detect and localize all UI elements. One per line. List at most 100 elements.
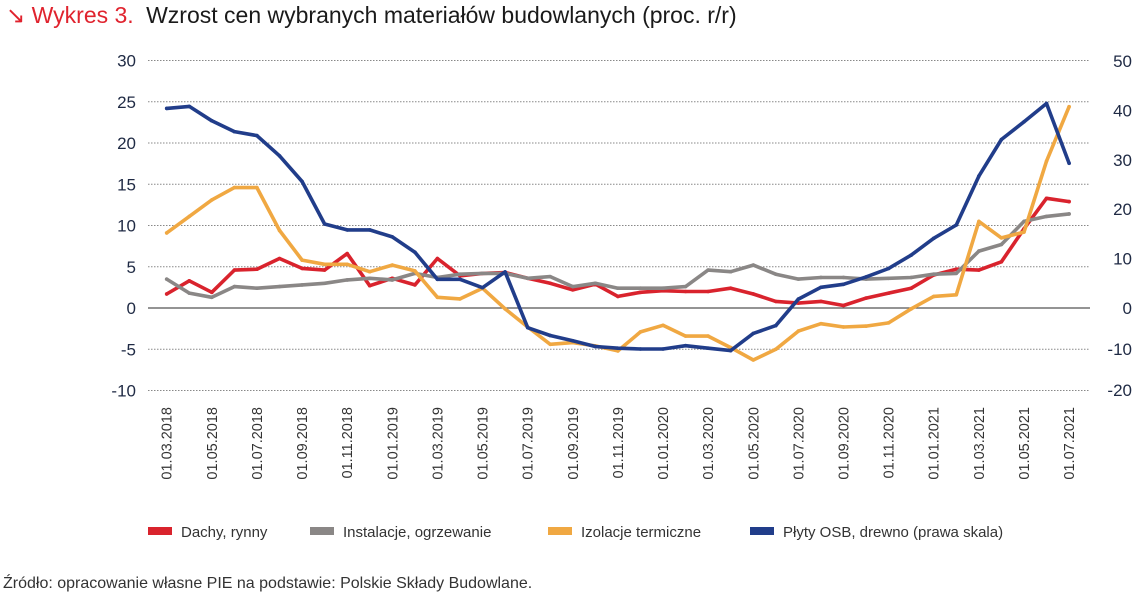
legend-item: Izolacje termiczne — [548, 524, 701, 541]
data-point — [322, 268, 327, 272]
legend-label: Izolacje termiczne — [581, 524, 701, 541]
series-line-3 — [164, 101, 1071, 353]
x-tick-label: 01.01.2019 — [385, 407, 401, 480]
data-point — [322, 222, 327, 226]
x-axis: 01.03.2018 01.05.2018 01.07.2018 01.09.2018… — [160, 407, 1078, 480]
data-point — [458, 277, 462, 282]
left-tick-label: 25 — [117, 93, 136, 112]
right-tick-label: 50 — [1113, 52, 1132, 71]
data-point — [841, 282, 846, 287]
data-point — [210, 118, 214, 123]
legend-item: Instalacje, ogrzewanie — [310, 524, 491, 541]
data-point — [728, 348, 733, 353]
data-point — [977, 249, 981, 253]
data-point — [1067, 104, 1071, 109]
data-point — [255, 185, 259, 190]
data-point — [503, 270, 507, 274]
data-point — [548, 342, 553, 347]
left-tick-label: 5 — [127, 258, 136, 277]
data-point — [706, 334, 710, 338]
data-point — [570, 284, 575, 289]
data-point — [187, 278, 192, 283]
data-point — [525, 325, 530, 330]
data-point — [796, 297, 801, 301]
data-point — [232, 268, 237, 272]
x-tick-label: 01.03.2019 — [430, 407, 446, 480]
data-point — [300, 266, 304, 271]
data-point — [819, 321, 823, 326]
x-tick-label: 01.09.2020 — [837, 407, 853, 480]
data-point — [1044, 214, 1049, 219]
right-tick-label: 0 — [1123, 299, 1132, 318]
data-point — [367, 276, 372, 281]
data-point — [683, 334, 688, 338]
data-point — [164, 106, 169, 111]
data-point — [1044, 196, 1049, 201]
data-point — [435, 277, 440, 282]
data-point — [841, 303, 846, 308]
data-point — [345, 251, 349, 256]
data-point — [751, 263, 756, 267]
source-note: Źródło: opracowanie własne PIE na podsta… — [3, 575, 533, 592]
data-point — [728, 269, 733, 274]
data-point — [999, 137, 1004, 142]
data-point — [1067, 199, 1071, 204]
data-point — [616, 294, 620, 299]
x-tick-label: 01.07.2019 — [521, 407, 537, 480]
data-point — [277, 228, 282, 233]
x-tick-label: 01.05.2020 — [746, 407, 762, 480]
legend-swatch — [750, 527, 774, 535]
left-tick-label: 10 — [117, 217, 136, 236]
data-point — [616, 346, 620, 350]
data-point — [413, 269, 417, 273]
data-point — [661, 347, 665, 351]
legend-swatch — [148, 527, 172, 535]
data-point — [774, 347, 778, 352]
data-point — [322, 281, 327, 286]
data-point — [931, 272, 936, 276]
data-point — [774, 323, 778, 328]
right-tick-label: -20 — [1107, 381, 1132, 400]
data-point — [728, 286, 733, 291]
left-tick-label: 0 — [127, 299, 136, 318]
data-point — [187, 214, 192, 219]
data-point — [255, 133, 259, 138]
data-point — [277, 154, 282, 158]
x-tick-label: 01.05.2019 — [476, 407, 492, 480]
right-tick-label: 30 — [1113, 151, 1132, 170]
data-point — [999, 260, 1004, 264]
data-point — [886, 321, 891, 325]
data-point — [638, 286, 643, 291]
data-point — [503, 307, 507, 311]
data-point — [210, 198, 214, 202]
x-tick-label: 01.01.2021 — [927, 407, 943, 480]
right-tick-label: 10 — [1113, 250, 1132, 269]
data-point — [164, 292, 169, 296]
figure-number: Wykres 3. — [31, 2, 134, 28]
data-point — [751, 358, 756, 362]
data-point — [1022, 219, 1026, 224]
legend-item: Płyty OSB, drewno (prawa skala) — [750, 524, 1003, 541]
right-tick-label: 20 — [1113, 200, 1132, 219]
data-point — [774, 272, 778, 276]
data-point — [931, 294, 936, 299]
data-point — [548, 274, 553, 279]
data-point — [232, 284, 237, 289]
data-point — [480, 271, 485, 276]
data-point — [841, 325, 846, 329]
data-point — [277, 284, 282, 289]
legend-swatch — [548, 527, 572, 535]
data-point — [435, 256, 440, 261]
data-point — [864, 296, 868, 300]
data-point — [999, 236, 1004, 240]
data-point — [638, 330, 643, 334]
data-point — [277, 256, 282, 261]
data-point — [977, 174, 981, 178]
data-point — [345, 228, 349, 232]
data-point — [683, 284, 688, 289]
right-axis: 50 40 30 20 10 0 -10 -20 — [1107, 52, 1132, 400]
data-point — [210, 295, 214, 300]
x-tick-label: 01.03.2020 — [701, 407, 717, 480]
data-point — [683, 343, 688, 348]
left-tick-label: 20 — [117, 134, 136, 153]
